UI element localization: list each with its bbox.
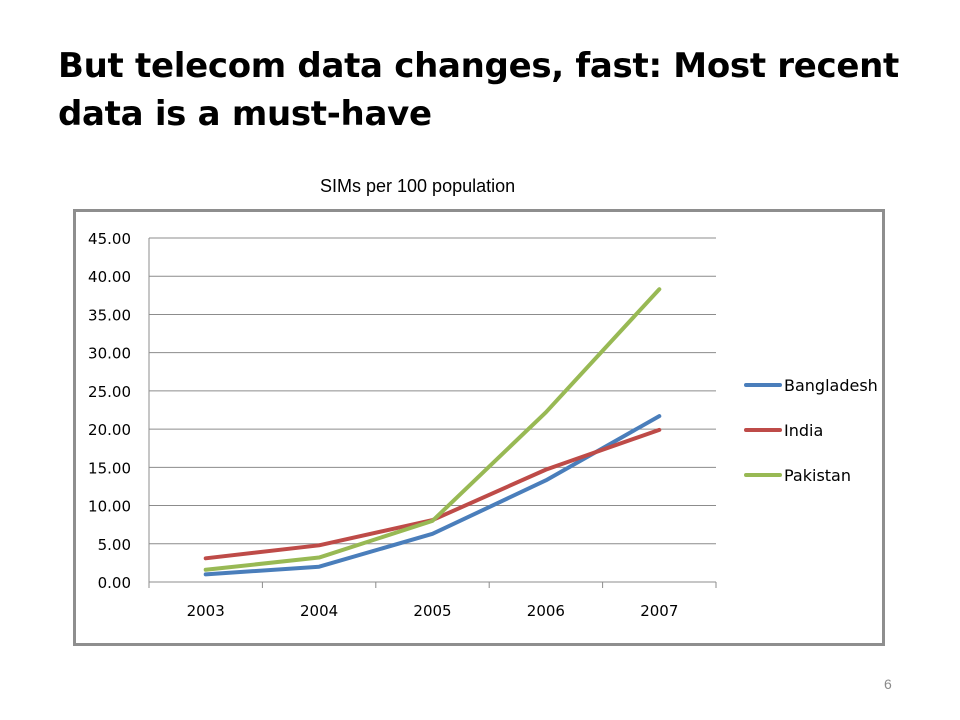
series-line-bangladesh	[203, 414, 662, 577]
y-tick-label: 40.00	[88, 268, 131, 286]
x-tick-label: 2005	[413, 602, 451, 620]
legend-label-india: India	[784, 421, 823, 440]
x-tick-label: 2007	[640, 602, 678, 620]
y-tick-label: 35.00	[88, 306, 131, 324]
x-tick-label: 2004	[300, 602, 338, 620]
y-tick-label: 10.00	[88, 498, 131, 516]
chart-caption: SIMs per 100 population	[320, 176, 516, 196]
chart-frame: 0.00 5.00 10.00 15.00 20.00 25.00 30.00 35.00 40…	[73, 209, 885, 646]
x-tick-label: 2003	[187, 602, 225, 620]
y-tick-label: 30.00	[88, 345, 131, 363]
y-tick-label: 5.00	[98, 536, 131, 554]
slide-number: 6	[884, 676, 892, 692]
y-tick-label: 25.00	[88, 383, 131, 401]
series-line-pakistan	[203, 287, 662, 572]
legend-label-pakistan: Pakistan	[784, 466, 851, 485]
y-tick-label: 0.00	[98, 574, 131, 592]
series-line-india	[203, 427, 662, 561]
y-tick-label: 20.00	[88, 421, 131, 439]
x-tick-label: 2006	[527, 602, 565, 620]
y-tick-label: 45.00	[88, 230, 131, 248]
slide-title: But telecom data changes, fast: Most rec…	[58, 46, 900, 134]
legend-label-bangladesh: Bangladesh	[784, 376, 878, 395]
y-tick-label: 15.00	[88, 459, 131, 477]
line-chart: 0.00 5.00 10.00 15.00 20.00 25.00 30.00 35.00 40…	[88, 230, 878, 620]
